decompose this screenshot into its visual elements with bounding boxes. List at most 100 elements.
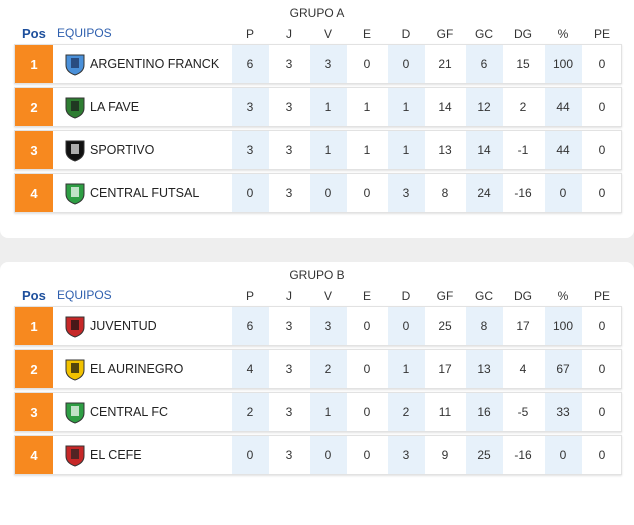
column-header: J <box>286 289 292 303</box>
team-name: CENTRAL FUTSAL <box>90 186 200 200</box>
stat-cell: -16 <box>514 186 532 200</box>
stat-cell: 1 <box>387 131 425 169</box>
column-header: PE <box>593 289 610 303</box>
stat-cell: 100 <box>544 307 582 345</box>
logo-icon <box>65 183 85 205</box>
stat-cell: 0 <box>598 100 606 114</box>
stat-cell: 3 <box>387 436 425 474</box>
stat-cell: 0 <box>231 174 269 212</box>
stat-cell: -1 <box>517 143 529 157</box>
position: 1 <box>15 45 53 83</box>
position: 4 <box>15 174 53 212</box>
stat-cell: 3 <box>285 186 293 200</box>
group-card: GRUPO B Pos EQUIPOS P J V E D GF GC DG% PE 1 JUVENTUD… <box>0 262 634 525</box>
column-header: D <box>401 27 411 41</box>
stat-cell: 0 <box>387 45 425 83</box>
stat-cell: 1 <box>387 350 425 388</box>
stat-cell: 13 <box>465 350 503 388</box>
logo-icon <box>65 402 85 424</box>
standing-row: 4 CENTRAL FUTSAL 0 3 0 0 3 8 24 -16 0 0 <box>14 173 622 213</box>
stat-cell: 9 <box>441 448 449 462</box>
stat-cell: 0 <box>363 186 371 200</box>
column-header: D <box>401 289 411 303</box>
position: 4 <box>15 436 53 474</box>
stat-cell: 12 <box>465 88 503 126</box>
column-header: V <box>323 27 332 41</box>
team-name: JUVENTUD <box>90 319 157 333</box>
stat-cell: 0 <box>363 405 371 419</box>
column-header: E <box>362 27 371 41</box>
stat-cell: 2 <box>231 393 269 431</box>
stat-cell: 1 <box>387 88 425 126</box>
stat-cell: 0 <box>363 362 371 376</box>
stat-cell: 0 <box>598 57 606 71</box>
stat-cell: 14 <box>438 100 452 114</box>
column-header: DG <box>514 289 532 303</box>
stat-cell: 33 <box>544 393 582 431</box>
stat-cell: 13 <box>438 143 452 157</box>
standing-row: 3 SPORTIVO 3 3 1 1 1 13 14 -1 44 0 <box>14 130 622 170</box>
stat-cell: -5 <box>517 405 529 419</box>
stat-cell: 0 <box>544 174 582 212</box>
stat-cell: 3 <box>285 319 293 333</box>
header-team: EQUIPOS <box>57 288 112 302</box>
column-header: GF <box>436 27 454 41</box>
header-team: EQUIPOS <box>57 26 112 40</box>
stat-cell: 0 <box>544 436 582 474</box>
team-name: CENTRAL FC <box>90 405 169 419</box>
stat-cell: 44 <box>544 88 582 126</box>
stat-cell: 4 <box>519 362 527 376</box>
column-header: DG <box>514 27 532 41</box>
stat-cell: 3 <box>285 143 293 157</box>
stat-cell: 1 <box>363 143 371 157</box>
stat-cell: 0 <box>363 319 371 333</box>
team-name: LA FAVE <box>90 100 140 114</box>
position: 2 <box>15 88 53 126</box>
stat-cell: 24 <box>465 174 503 212</box>
stat-cell: 0 <box>598 362 606 376</box>
stat-cell: 0 <box>309 436 347 474</box>
stat-cell: 3 <box>231 88 269 126</box>
group-title: GRUPO A <box>289 6 345 20</box>
standing-row: 1 JUVENTUD 6 3 3 0 0 25 8 17 100 0 <box>14 306 622 346</box>
stat-cell: 0 <box>231 436 269 474</box>
stat-cell: 8 <box>441 186 449 200</box>
stat-cell: 6 <box>231 45 269 83</box>
team-logo <box>63 181 87 205</box>
column-header: P <box>245 27 254 41</box>
team-logo <box>63 95 87 119</box>
stat-cell: 8 <box>465 307 503 345</box>
column-header: PE <box>593 27 610 41</box>
standing-row: 2 EL AURINEGRO 4 3 2 0 1 17 13 4 67 0 <box>14 349 622 389</box>
stat-cell: 0 <box>387 307 425 345</box>
column-header: J <box>286 27 292 41</box>
stat-cell: 0 <box>363 448 371 462</box>
stat-cell: 2 <box>309 350 347 388</box>
stat-cell: 100 <box>544 45 582 83</box>
stat-cell: 14 <box>465 131 503 169</box>
stat-cell: 6 <box>231 307 269 345</box>
stat-cell: 15 <box>516 57 530 71</box>
column-header: GC <box>475 27 493 41</box>
logo-icon <box>65 445 85 467</box>
logo-icon <box>65 316 85 338</box>
team-name: EL CEFE <box>90 448 142 462</box>
standing-row: 2 LA FAVE 3 3 1 1 1 14 12 2 44 0 <box>14 87 622 127</box>
stat-cell: 6 <box>465 45 503 83</box>
header-pos: Pos <box>22 26 46 41</box>
stat-cell: 4 <box>231 350 269 388</box>
team-name: ARGENTINO FRANCK <box>90 57 220 71</box>
stat-cell: 3 <box>285 57 293 71</box>
stat-cell: 16 <box>465 393 503 431</box>
position: 2 <box>15 350 53 388</box>
stat-cell: 3 <box>309 307 347 345</box>
team-logo <box>63 138 87 162</box>
team-logo <box>63 357 87 381</box>
stat-cell: 3 <box>285 100 293 114</box>
stat-cell: 21 <box>438 57 452 71</box>
logo-icon <box>65 140 85 162</box>
stat-cell: 17 <box>516 319 530 333</box>
team-logo <box>63 52 87 76</box>
stat-cell: 0 <box>598 319 606 333</box>
stat-cell: 3 <box>285 448 293 462</box>
